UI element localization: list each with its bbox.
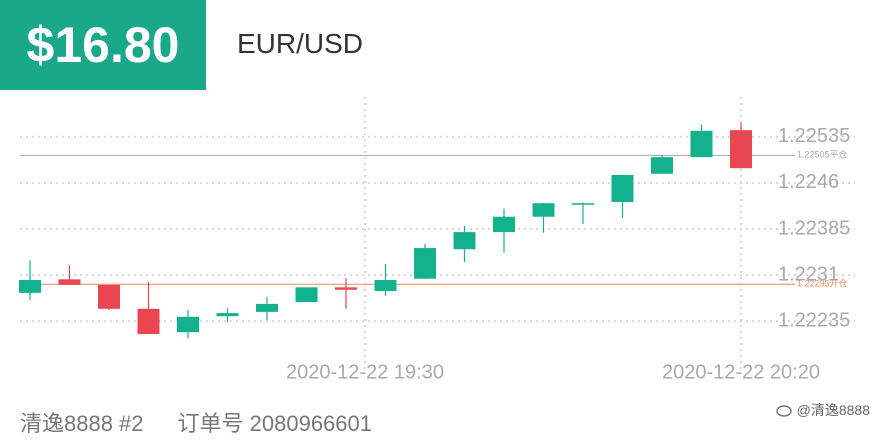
candle-body [216, 313, 239, 317]
watermark-text: @清逸8888 [796, 402, 870, 418]
candle-body [256, 303, 278, 312]
profit-badge: $16.80 [0, 0, 206, 90]
candle-body [335, 287, 357, 290]
y-tick-label: 1.22535 [778, 125, 850, 147]
reference-label: 1.22295开仓 [797, 278, 848, 289]
y-tick-label: 1.2246 [778, 171, 839, 193]
candle-body [19, 279, 41, 293]
symbol: EUR/USD [237, 28, 364, 59]
candle-body [137, 308, 160, 334]
candle-body [690, 130, 713, 158]
candle-body [177, 316, 199, 333]
candle-body [414, 248, 436, 279]
candle-body [730, 130, 752, 169]
candle-body [572, 203, 594, 205]
y-tick-label: 1.22235 [778, 309, 850, 331]
candle-body [453, 232, 476, 250]
reference-label: 1.22505平仓 [797, 149, 848, 160]
order-number: 订单号 2080966601 [177, 411, 372, 436]
x-tick-label: 2020-12-22 20:20 [662, 361, 820, 383]
candle-body [58, 279, 81, 285]
chart: 1.22235 1.2231 1.22385 1.2246 1.22535 2020-12… [19, 97, 855, 383]
y-tick-label: 1.2231 [778, 263, 839, 285]
watermark-icon [775, 405, 792, 417]
candle-body [651, 157, 673, 174]
footer: 清逸8888 #2 订单号 2080966601 [20, 406, 406, 438]
candle-body [493, 216, 515, 233]
account: 清逸8888 #2 [20, 411, 144, 436]
x-tick-label: 2020-12-22 19:30 [286, 361, 444, 383]
candle-body [295, 287, 318, 303]
candle-body [532, 203, 555, 217]
watermark: @清逸8888 [775, 400, 870, 420]
y-tick-label: 1.22385 [778, 217, 850, 239]
candle-body [98, 284, 120, 309]
candle-body [611, 174, 634, 202]
candle-body [374, 279, 397, 292]
